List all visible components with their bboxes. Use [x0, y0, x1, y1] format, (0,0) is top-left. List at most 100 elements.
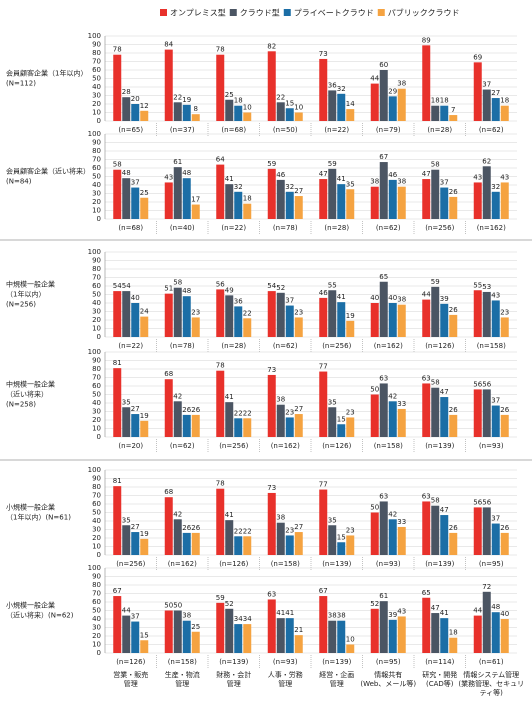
value-label: 63: [422, 492, 431, 500]
value-label: 64: [216, 156, 225, 164]
n-label: (n=162): [271, 442, 300, 450]
value-label: 58: [431, 161, 440, 169]
bar: [164, 49, 173, 121]
value-label: 35: [328, 516, 337, 524]
value-label: 15: [140, 631, 149, 639]
bar: [370, 608, 379, 653]
bar: [285, 108, 294, 121]
value-label: 38: [328, 612, 337, 620]
value-label: 26: [191, 406, 200, 414]
value-label: 50: [370, 504, 379, 512]
y-tick-label: 0: [97, 333, 101, 341]
value-label: 46: [319, 289, 328, 297]
n-label: (n=162): [477, 224, 506, 232]
x-tick-label: 人事・労務: [268, 670, 303, 679]
bar: [482, 89, 491, 121]
value-label: 19: [182, 96, 191, 104]
n-label: (n=93): [479, 442, 504, 450]
bar: [397, 408, 406, 437]
panel-title: 小規模一般企業: [6, 601, 55, 610]
bar: [164, 497, 173, 555]
y-tick-label: 10: [92, 109, 101, 117]
x-tick-label: 営業・販売: [113, 670, 148, 679]
n-label: (n=28): [427, 126, 452, 134]
bar: [267, 168, 276, 219]
bar: [182, 532, 191, 555]
bar: [285, 305, 294, 337]
bar: [440, 105, 449, 121]
n-label: (n=40): [170, 224, 195, 232]
value-label: 22: [173, 93, 182, 101]
value-label: 42: [173, 392, 182, 400]
value-label: 15: [337, 415, 346, 423]
n-label: (n=139): [219, 658, 248, 666]
bar: [216, 164, 225, 219]
n-label: (n=62): [479, 126, 504, 134]
bar: [440, 303, 449, 337]
value-label: 26: [500, 406, 509, 414]
n-label: (n=126): [425, 342, 454, 350]
y-tick-label: 0: [97, 649, 101, 657]
x-tick-label: ティ等): [480, 688, 504, 697]
value-label: 41: [440, 609, 449, 617]
y-tick-label: 60: [92, 66, 101, 74]
value-label: 22: [243, 527, 252, 535]
bar: [173, 102, 182, 121]
bar: [267, 374, 276, 437]
bar: [319, 489, 328, 555]
value-label: 17: [191, 196, 200, 204]
value-label: 18: [500, 97, 509, 105]
bar: [122, 97, 131, 121]
bar: [482, 291, 491, 337]
y-tick-label: 10: [92, 543, 101, 551]
value-label: 78: [113, 46, 122, 54]
bar: [500, 532, 509, 555]
y-tick-label: 30: [92, 190, 101, 198]
value-label: 37: [491, 397, 500, 405]
bar: [191, 631, 200, 653]
value-label: 22: [243, 409, 252, 417]
value-label: 81: [113, 359, 122, 367]
bar: [267, 291, 276, 337]
value-label: 35: [328, 398, 337, 406]
value-label: 29: [388, 87, 397, 95]
value-label: 67: [319, 587, 328, 595]
bar: [113, 596, 122, 653]
value-label: 35: [346, 180, 355, 188]
bar: [140, 110, 149, 121]
value-label: 26: [191, 524, 200, 532]
value-label: 47: [319, 170, 328, 178]
value-label: 27: [294, 523, 303, 531]
bar: [267, 51, 276, 121]
bar: [491, 191, 500, 219]
bar: [346, 189, 355, 219]
y-tick-label: 80: [92, 265, 101, 273]
bar: [122, 407, 131, 437]
n-label: (n=28): [324, 224, 349, 232]
value-label: 69: [473, 53, 482, 61]
value-label: 38: [370, 178, 379, 186]
bar: [173, 519, 182, 555]
panel-title: 会員顧客企業（1年以内）: [6, 69, 87, 78]
x-tick-label: 研究・開発: [422, 670, 457, 679]
bar: [234, 105, 243, 121]
bar: [388, 179, 397, 219]
x-tick-label: (Web、メール等): [360, 679, 416, 688]
legend-label: プライベートクラウド: [294, 9, 374, 18]
bar: [113, 291, 122, 337]
y-tick-label: 80: [92, 49, 101, 57]
value-label: 73: [267, 366, 276, 374]
bar: [131, 414, 140, 437]
y-tick-label: 30: [92, 92, 101, 100]
y-tick-label: 70: [92, 374, 101, 382]
bar: [500, 317, 509, 337]
bar: [337, 93, 346, 121]
bar: [431, 613, 440, 653]
bar: [346, 320, 355, 337]
bar: [319, 596, 328, 653]
value-label: 47: [440, 388, 449, 396]
bar: [234, 536, 243, 555]
bar: [225, 608, 234, 653]
value-label: 42: [388, 510, 397, 518]
